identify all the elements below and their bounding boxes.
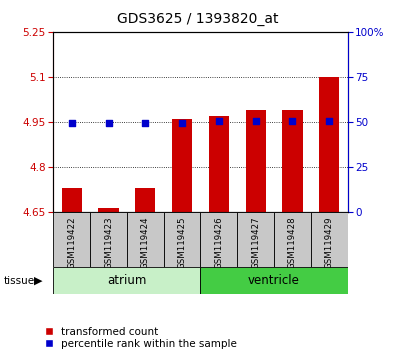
Legend: transformed count, percentile rank within the sample: transformed count, percentile rank withi… [45,327,237,349]
Bar [53,212,90,267]
Text: GSM119422: GSM119422 [67,217,76,269]
Text: GSM119427: GSM119427 [251,217,260,269]
Bar [274,212,311,267]
Bar [201,267,348,294]
Text: GSM119428: GSM119428 [288,217,297,269]
Bar [62,188,82,212]
Bar [237,212,274,267]
Text: GSM119423: GSM119423 [104,217,113,269]
Bar [53,267,201,294]
Bar [127,212,164,267]
Bar [209,116,229,212]
Point [179,120,185,126]
Text: GSM119425: GSM119425 [178,217,186,269]
Text: GSM119429: GSM119429 [325,217,334,269]
Point [142,120,149,126]
Bar [311,212,348,267]
Text: GSM119426: GSM119426 [214,217,223,269]
Point [216,118,222,124]
Text: GDS3625 / 1393820_at: GDS3625 / 1393820_at [117,12,278,27]
Bar [90,212,127,267]
Point [69,120,75,126]
Point [326,118,332,124]
Bar [246,110,266,212]
Text: ventricle: ventricle [248,274,300,287]
Bar [135,188,155,212]
Bar [282,110,303,212]
Bar [98,208,118,212]
Bar [172,119,192,212]
Text: tissue: tissue [4,275,35,286]
Point [252,118,259,124]
Text: GSM119424: GSM119424 [141,217,150,269]
Text: atrium: atrium [107,274,147,287]
Point [289,118,295,124]
Bar [164,212,201,267]
Text: ▶: ▶ [34,275,42,286]
Bar [201,212,237,267]
Point [105,120,112,126]
Bar [319,77,339,212]
